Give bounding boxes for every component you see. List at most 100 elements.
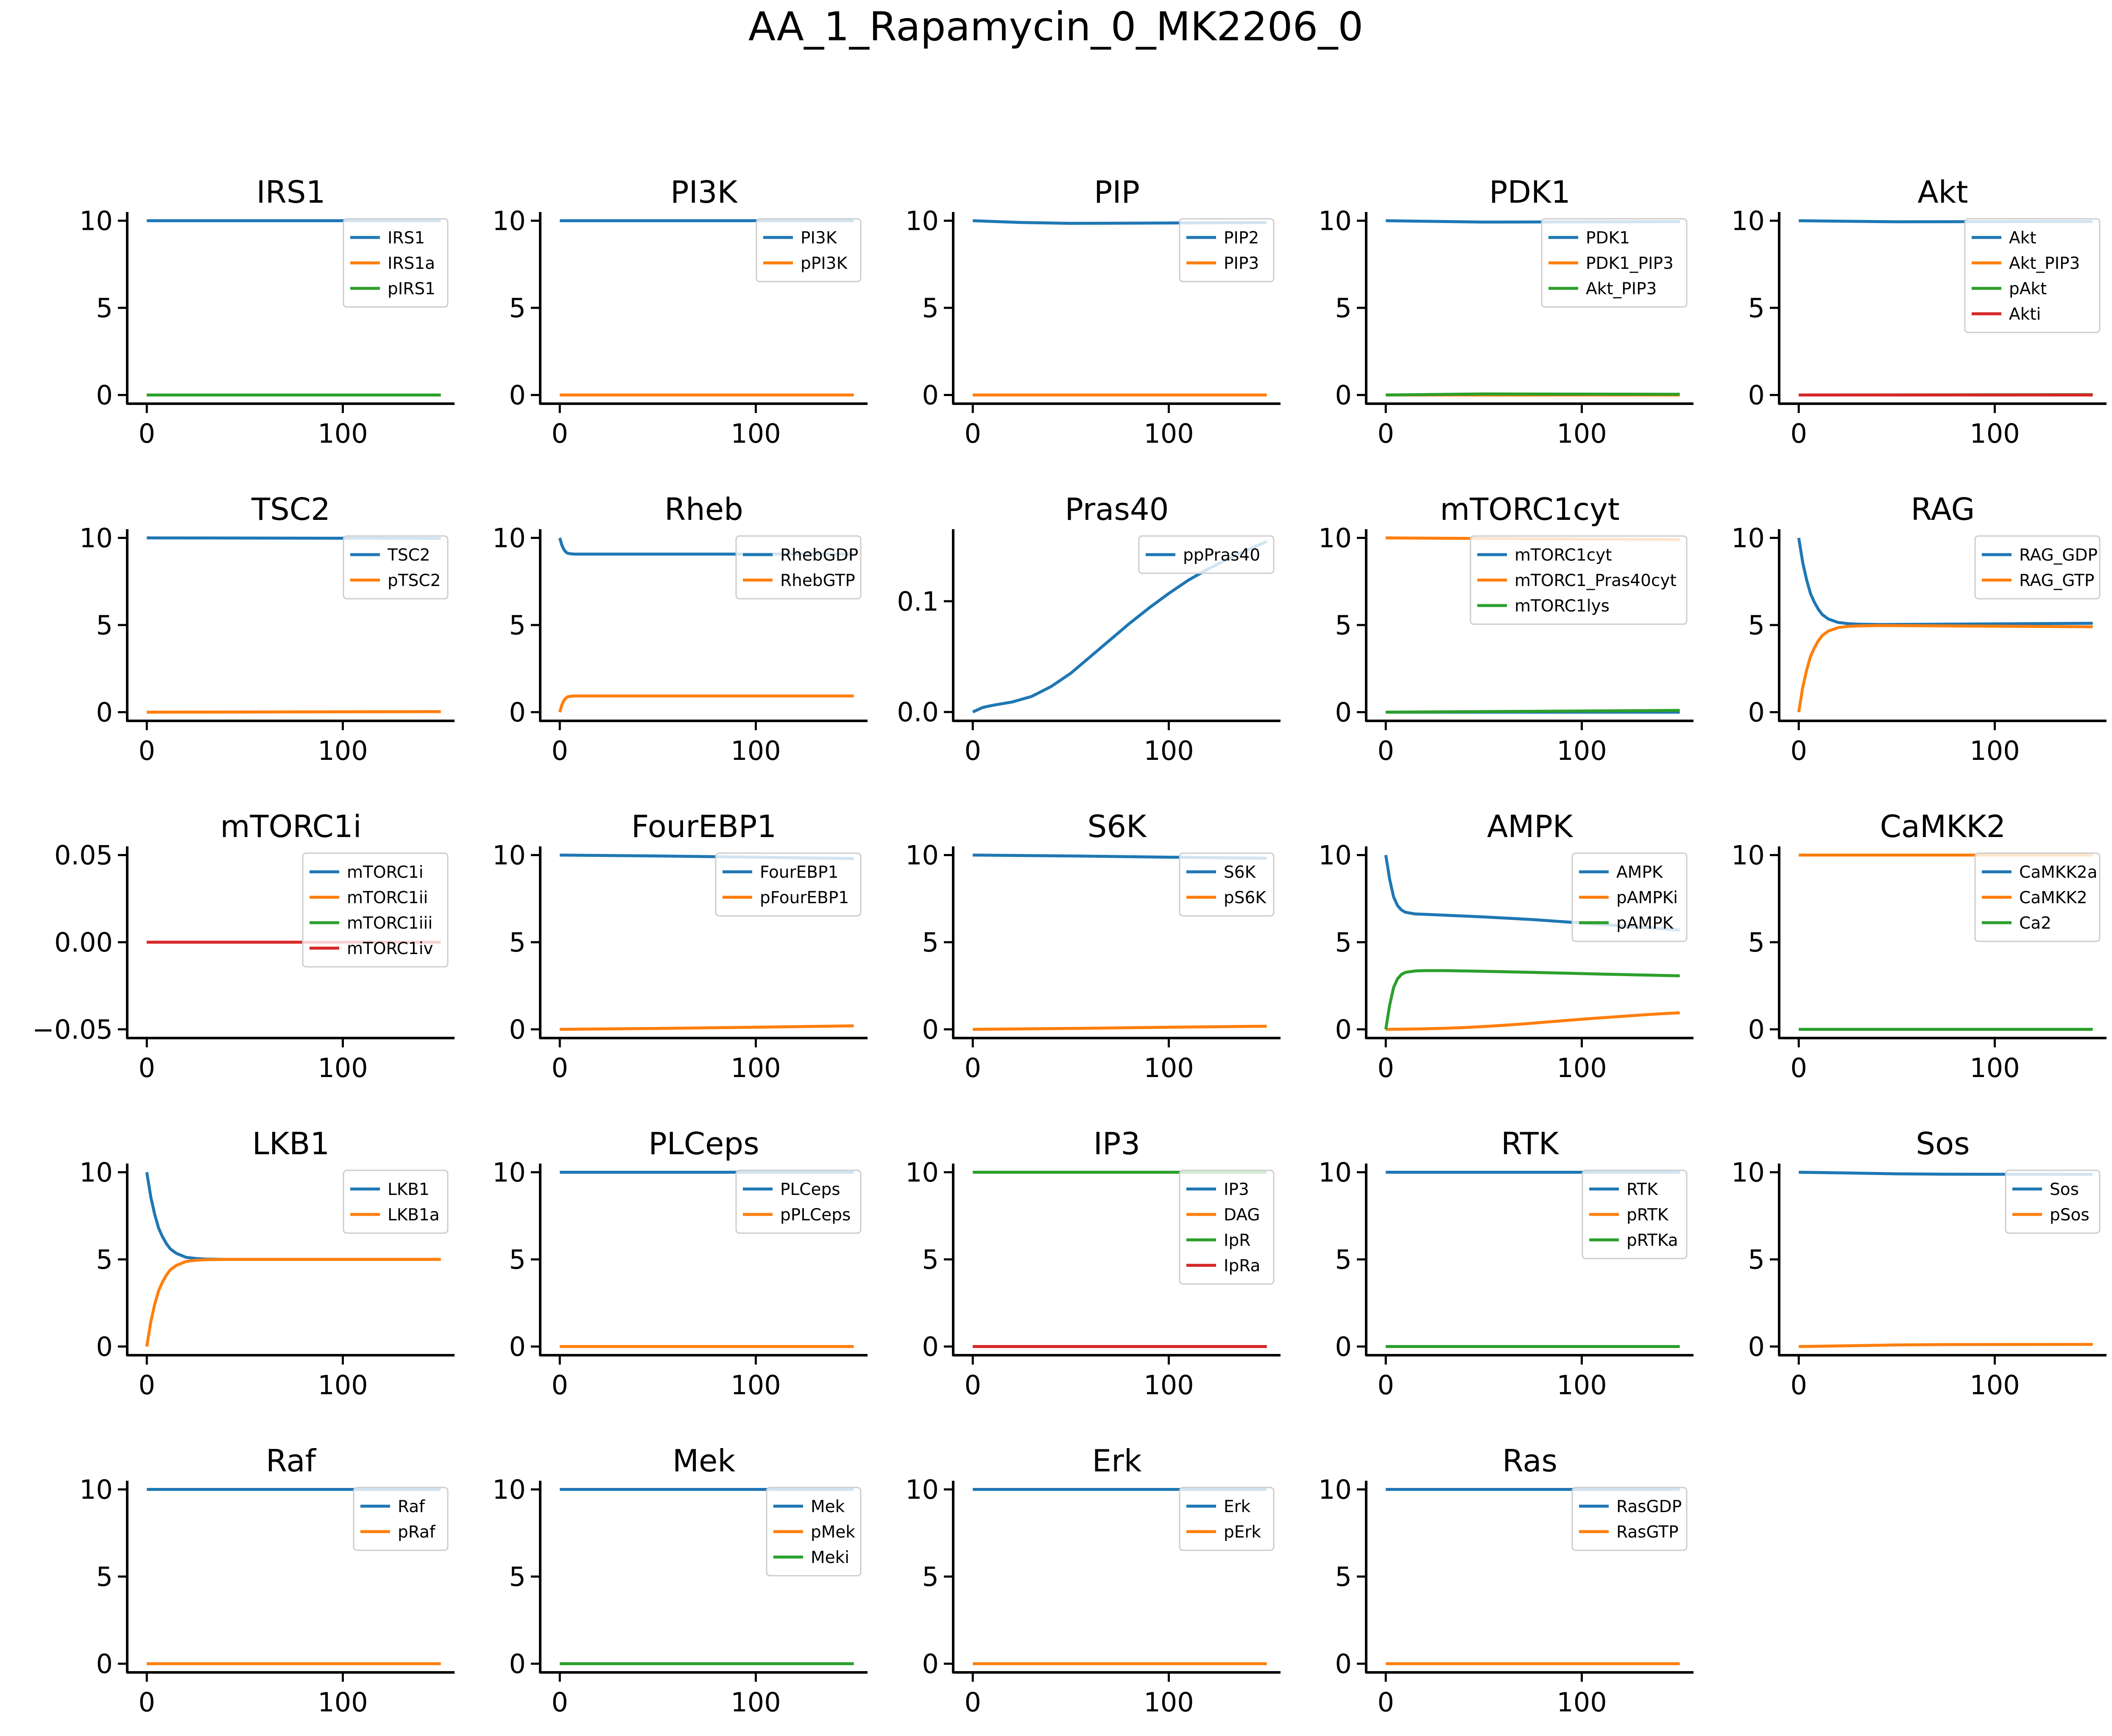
y-tick-label: 0 [1335, 380, 1352, 410]
legend-entry-mek: Mek [811, 1497, 845, 1516]
legend-entry-mtorc1iv: mTORC1iv [347, 939, 433, 958]
legend: RAG_GDP RAG_GTP [1974, 535, 2101, 600]
legend: RTK pRTK pRTKa [1582, 1169, 1688, 1259]
legend-entry-irs1: IRS1 [388, 229, 425, 248]
x-tick-label: 100 [318, 418, 368, 449]
legend-entry-sos: Sos [2050, 1180, 2079, 1199]
legend-entry-akt-pip3: Akt_PIP3 [2009, 254, 2080, 273]
legend-entry-dag: DAG [1224, 1206, 1260, 1225]
legend-frame [1179, 852, 1275, 917]
legend: RasGDP RasGTP [1571, 1487, 1688, 1551]
x-tick-label: 0 [552, 418, 568, 449]
y-tick-label: 10 [1318, 840, 1352, 871]
x-tick-label: 0 [1378, 418, 1394, 449]
legend-frame [766, 1487, 862, 1577]
y-tick-label: 10 [79, 1474, 113, 1505]
y-tick-label: 0 [509, 1331, 526, 1362]
x-tick-label: 100 [731, 735, 781, 766]
y-tick-label: 0 [1335, 1648, 1352, 1679]
legend: RhebGDP RhebGTP [735, 535, 862, 600]
legend-entry-pfourebp1: pFourEBP1 [760, 888, 849, 907]
legend: PI3K pPI3K [756, 218, 862, 282]
y-tick-label: 5 [96, 1561, 113, 1592]
legend-entry-meki: Meki [811, 1548, 849, 1567]
legend: AMPK pAMPKi pAMPK [1571, 852, 1688, 942]
legend-entry-pdk1: PDK1 [1586, 229, 1630, 248]
legend-entry-perk: pErk [1224, 1523, 1261, 1542]
subplot-title: FourEBP1 [631, 809, 776, 844]
y-tick-label: 0 [1748, 1014, 1765, 1045]
legend-frame [343, 535, 449, 600]
legend: Akt Akt_PIP3 pAkt Akti [1964, 218, 2101, 333]
legend-entry-plceps: PLCeps [780, 1180, 840, 1199]
y-tick-label: 5 [1748, 293, 1765, 324]
legend: IP3 DAG IpR IpRa [1179, 1169, 1275, 1285]
x-tick-label: 0 [1791, 1052, 1807, 1083]
series-line-ps6k [973, 1024, 1267, 1031]
legend-entry-psos: pSos [2050, 1206, 2090, 1225]
legend-entry-prtka: pRTKa [1627, 1231, 1678, 1250]
y-tick-label: 10 [492, 1474, 526, 1505]
y-tick-label: 0 [96, 380, 113, 410]
y-tick-label: 10 [905, 206, 939, 237]
x-tick-label: 0 [139, 1687, 155, 1718]
legend-entry-mtorc1-pras40cyt: mTORC1_Pras40cyt [1515, 571, 1677, 590]
series-line-pfourebp1 [560, 1024, 854, 1031]
y-tick-label: 5 [509, 927, 526, 958]
legend-entry-prtk: pRTK [1627, 1206, 1669, 1225]
legend-entry-mtorc1iii: mTORC1iii [347, 914, 432, 933]
legend-frame [735, 535, 862, 600]
y-tick-label: 5 [509, 1244, 526, 1275]
series-line-pampki [1386, 1011, 1680, 1031]
x-tick-label: 0 [1791, 418, 1807, 449]
y-tick-label: 0 [96, 697, 113, 728]
legend-entry-ppi3k: pPI3K [801, 254, 848, 273]
legend-entry-ipra: IpRa [1224, 1256, 1260, 1275]
subplot-title: PLCeps [648, 1126, 759, 1161]
x-tick-label: 100 [1144, 1687, 1194, 1718]
x-tick-label: 100 [1970, 1370, 2020, 1401]
x-tick-label: 100 [1144, 1370, 1194, 1401]
y-tick-label: 10 [1731, 523, 1765, 554]
y-tick-label: 10 [492, 206, 526, 237]
subplot-title: Raf [266, 1443, 317, 1479]
legend: S6K pS6K [1179, 852, 1275, 917]
x-tick-label: 0 [552, 1687, 568, 1718]
y-tick-label: 10 [1318, 206, 1352, 237]
x-tick-label: 100 [731, 1052, 781, 1083]
legend: FourEBP1 pFourEBP1 [715, 852, 862, 917]
legend-frame [1179, 1487, 1275, 1551]
y-tick-label: −0.05 [32, 1014, 113, 1045]
legend-entry-ipr: IpR [1224, 1231, 1250, 1250]
x-tick-label: 100 [1144, 418, 1194, 449]
x-tick-label: 100 [1557, 1052, 1607, 1083]
legend-entry-rasgdp: RasGDP [1616, 1497, 1682, 1516]
y-tick-label: 0 [1748, 1331, 1765, 1362]
series-line-rag-gtp [1797, 624, 2093, 713]
y-tick-label: 10 [1318, 1157, 1352, 1188]
x-tick-label: 0 [1378, 735, 1394, 766]
y-tick-label: 5 [1335, 1244, 1352, 1275]
series-line-rhebgdp [558, 537, 854, 556]
series-line-psos [1799, 1343, 2093, 1348]
y-tick-label: 10 [492, 523, 526, 554]
y-tick-label: 10 [79, 523, 113, 554]
y-tick-label: 0 [96, 1331, 113, 1362]
legend: PIP2 PIP3 [1179, 218, 1275, 282]
series-line-mtorc1lys [1386, 709, 1680, 714]
y-tick-label: 5 [509, 1561, 526, 1592]
x-tick-label: 100 [1557, 418, 1607, 449]
y-tick-label: 0 [509, 1648, 526, 1679]
legend: Erk pErk [1179, 1487, 1275, 1551]
legend-entry-erk: Erk [1224, 1497, 1251, 1516]
figure-title: AA_1_Rapamycin_0_MK2206_0 [748, 4, 1363, 50]
y-tick-label: 0 [922, 1331, 939, 1362]
y-tick-label: 0 [1335, 697, 1352, 728]
legend: CaMKK2a CaMKK2 Ca2 [1974, 852, 2101, 942]
